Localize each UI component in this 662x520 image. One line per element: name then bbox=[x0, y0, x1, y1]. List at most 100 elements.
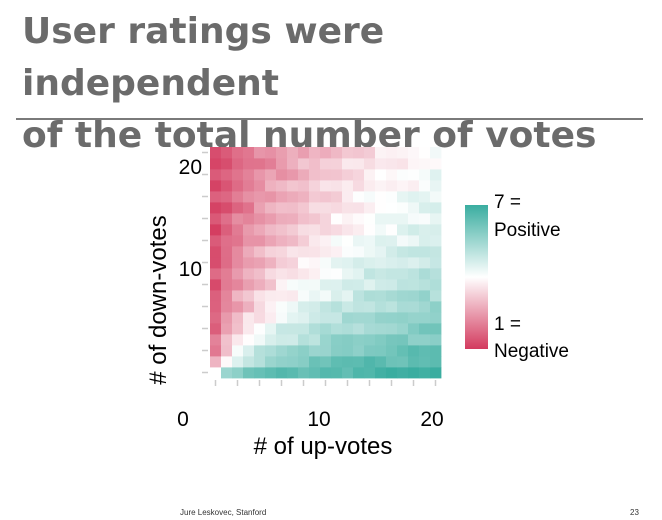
heatmap-cell bbox=[309, 147, 321, 159]
heatmap-cell bbox=[430, 323, 442, 335]
heatmap-cell bbox=[265, 257, 277, 269]
heatmap-cell bbox=[221, 246, 233, 258]
heatmap-cell bbox=[254, 147, 266, 159]
heatmap-cell bbox=[397, 246, 409, 258]
heatmap-cell bbox=[254, 224, 266, 236]
heatmap-cell bbox=[430, 213, 442, 225]
heatmap-cell bbox=[210, 334, 222, 346]
heatmap-cell bbox=[419, 301, 431, 313]
heatmap-cell bbox=[386, 290, 398, 302]
heatmap-cell bbox=[287, 345, 299, 357]
heatmap-cell bbox=[375, 169, 387, 181]
heatmap-cell bbox=[375, 345, 387, 357]
x-axis-label: # of up-votes bbox=[254, 433, 393, 460]
heatmap-cell bbox=[232, 257, 244, 269]
heatmap-cell bbox=[342, 268, 354, 280]
heatmap-cell bbox=[342, 213, 354, 225]
heatmap-cell bbox=[397, 235, 409, 247]
heatmap-cell bbox=[243, 235, 255, 247]
heatmap-cell bbox=[397, 180, 409, 192]
heatmap-cell bbox=[353, 268, 365, 280]
heatmap-cell bbox=[243, 224, 255, 236]
heatmap-cell bbox=[232, 367, 244, 379]
heatmap-cell bbox=[276, 235, 288, 247]
heatmap-cell bbox=[375, 367, 387, 379]
heatmap-cell bbox=[320, 312, 332, 324]
heatmap-cell bbox=[232, 213, 244, 225]
heatmap-cell bbox=[331, 246, 343, 258]
heatmap-cell bbox=[320, 301, 332, 313]
heatmap-cell bbox=[243, 279, 255, 291]
heatmap-cell bbox=[221, 224, 233, 236]
heatmap-cell bbox=[254, 345, 266, 357]
heatmap-cell bbox=[243, 356, 255, 368]
heatmap-cell bbox=[221, 356, 233, 368]
heatmap-cell bbox=[386, 202, 398, 214]
heatmap-cell bbox=[419, 257, 431, 269]
heatmap-cell bbox=[397, 323, 409, 335]
heatmap-cell bbox=[276, 345, 288, 357]
heatmap-cell bbox=[243, 257, 255, 269]
heatmap-cell bbox=[419, 147, 431, 159]
heatmap-cell bbox=[375, 290, 387, 302]
colorbar-min-label-line-1: 1 = bbox=[494, 314, 521, 335]
heatmap-cell bbox=[287, 367, 299, 379]
heatmap-cell bbox=[276, 191, 288, 203]
heatmap-cell bbox=[331, 224, 343, 236]
heatmap-cell bbox=[430, 279, 442, 291]
heatmap-cell bbox=[430, 268, 442, 280]
heatmap-cell bbox=[265, 158, 277, 170]
heatmap-cell bbox=[375, 224, 387, 236]
heatmap-cell bbox=[276, 180, 288, 192]
heatmap-cell bbox=[342, 334, 354, 346]
heatmap-cell bbox=[342, 345, 354, 357]
heatmap-cell bbox=[353, 224, 365, 236]
heatmap-cell bbox=[254, 301, 266, 313]
heatmap-cell bbox=[254, 213, 266, 225]
heatmap-cell bbox=[210, 301, 222, 313]
slide-title: User ratings were independent of the tot… bbox=[22, 6, 652, 162]
heatmap-cell bbox=[210, 257, 222, 269]
heatmap-cell bbox=[331, 301, 343, 313]
heatmap-cell bbox=[309, 290, 321, 302]
colorbar-min-label-line-2: Negative bbox=[494, 341, 569, 362]
heatmap-cell bbox=[430, 158, 442, 170]
heatmap-cell bbox=[364, 235, 376, 247]
heatmap-cell bbox=[353, 279, 365, 291]
heatmap-cell bbox=[430, 356, 442, 368]
heatmap-cell bbox=[408, 180, 420, 192]
page-number: 23 bbox=[630, 508, 639, 517]
heatmap-cell bbox=[287, 323, 299, 335]
heatmap-cell bbox=[265, 290, 277, 302]
heatmap-cell bbox=[287, 169, 299, 181]
heatmap-cell bbox=[397, 279, 409, 291]
heatmap-cell bbox=[342, 323, 354, 335]
heatmap-cell bbox=[397, 345, 409, 357]
heatmap-cell bbox=[408, 169, 420, 181]
heatmap-cell bbox=[276, 246, 288, 258]
heatmap-cell bbox=[265, 246, 277, 258]
heatmap-cell bbox=[419, 312, 431, 324]
heatmap-cell bbox=[309, 279, 321, 291]
heatmap-cell bbox=[298, 356, 310, 368]
heatmap-cell bbox=[265, 213, 277, 225]
heatmap-cell bbox=[309, 202, 321, 214]
heatmap-cell bbox=[221, 147, 233, 159]
heatmap-cell bbox=[287, 334, 299, 346]
heatmap-cell bbox=[353, 147, 365, 159]
heatmap-cell bbox=[430, 301, 442, 313]
heatmap-cell bbox=[397, 301, 409, 313]
heatmap-cell bbox=[309, 191, 321, 203]
heatmap-cell bbox=[243, 268, 255, 280]
heatmap-cell bbox=[397, 312, 409, 324]
heatmap-cell bbox=[353, 356, 365, 368]
heatmap-cell bbox=[287, 191, 299, 203]
heatmap-cell bbox=[298, 169, 310, 181]
heatmap-cell bbox=[298, 367, 310, 379]
heatmap-cell bbox=[364, 158, 376, 170]
heatmap-cell bbox=[287, 257, 299, 269]
heatmap-cell bbox=[232, 279, 244, 291]
heatmap-cell bbox=[386, 367, 398, 379]
heatmap-cell bbox=[408, 213, 420, 225]
heatmap-cell bbox=[298, 202, 310, 214]
